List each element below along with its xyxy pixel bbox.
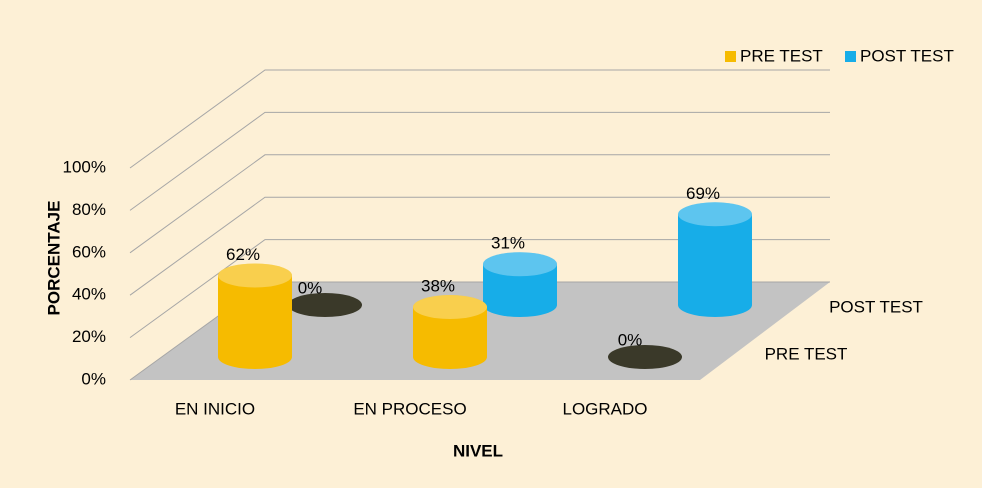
x-tick-label: EN INICIO <box>175 399 255 418</box>
data-label: 0% <box>298 278 323 297</box>
bar-part <box>413 295 487 320</box>
bar-part <box>483 252 557 277</box>
bar <box>413 295 487 369</box>
x-tick-label: LOGRADO <box>562 399 647 418</box>
grid-line <box>129 111 830 211</box>
grid-line <box>129 196 830 296</box>
bar-base <box>608 345 682 369</box>
y-tick-label: 20% <box>72 327 106 346</box>
bar-part <box>678 202 752 227</box>
bar-part <box>218 263 292 288</box>
y-axis-label: PORCENTAJE <box>44 201 63 316</box>
x-axis-label: NIVEL <box>453 441 503 460</box>
y-tick-label: 0% <box>81 369 106 388</box>
x-tick-label: EN PROCESO <box>353 399 466 418</box>
y-tick-label: 40% <box>72 285 106 304</box>
bar-part <box>218 263 292 288</box>
bar-part <box>413 295 487 320</box>
legend-label: POST TEST <box>860 46 954 65</box>
data-label: 38% <box>421 277 455 296</box>
bar <box>678 202 752 317</box>
legend-swatch <box>725 51 736 62</box>
grid-line <box>129 154 830 254</box>
bar-part <box>678 214 752 305</box>
grid-line <box>129 69 830 169</box>
y-tick-label: 100% <box>63 157 106 176</box>
data-label: 31% <box>491 234 525 253</box>
bar-part <box>483 252 557 277</box>
data-label: 62% <box>226 245 260 264</box>
bar-base <box>288 293 362 317</box>
bar <box>483 252 557 317</box>
depth-label: PRE TEST <box>765 344 848 363</box>
legend-swatch <box>845 51 856 62</box>
bar <box>218 263 292 369</box>
bar-part <box>678 202 752 227</box>
y-tick-label: 60% <box>72 242 106 261</box>
y-tick-label: 80% <box>72 200 106 219</box>
legend-label: PRE TEST <box>740 46 823 65</box>
depth-label: POST TEST <box>829 297 923 316</box>
data-label: 69% <box>686 184 720 203</box>
data-label: 0% <box>618 330 643 349</box>
bar-part <box>218 275 292 357</box>
grid-line <box>129 239 830 339</box>
